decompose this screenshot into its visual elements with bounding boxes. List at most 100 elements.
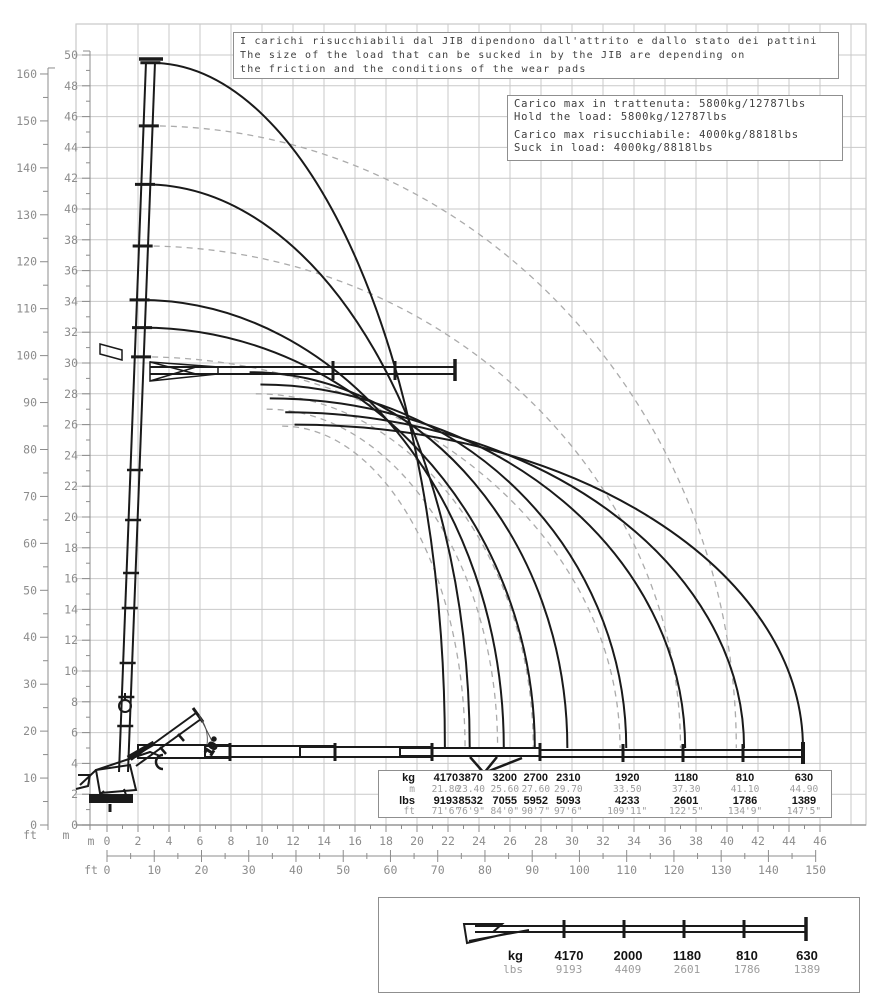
stowed-jib (135, 718, 202, 767)
capacity-lbs-value: 1389 (791, 795, 817, 807)
capacity-kg-value: 3200 (492, 772, 518, 784)
legend-lbs-value: 4409 (614, 963, 642, 976)
tick-label: 150 (16, 114, 37, 128)
load-curve (144, 183, 471, 749)
stowed-jib-root (126, 740, 156, 761)
tick-label: 18 (379, 834, 393, 848)
tick-label: 30 (242, 863, 256, 877)
tick-label: 4 (71, 756, 78, 770)
table-row-header-ft: ft (403, 806, 415, 817)
tick-label: 28 (64, 387, 78, 401)
tick-label: 20 (410, 834, 424, 848)
tick-label: 40 (64, 202, 78, 216)
capacity-ft-value: 84'0" (490, 806, 520, 817)
tick-label: 30 (565, 834, 579, 848)
capacity-lbs-value: 2601 (673, 795, 699, 807)
line (177, 733, 185, 742)
outrigger-pad (89, 794, 133, 803)
tick-label: 130 (711, 863, 732, 877)
capacity-kg-value: 630 (794, 772, 814, 784)
y-axis-ft: 0 10 20 30 40 50 60 70 80 90 100 110 120 130 140 150 160… (16, 67, 55, 842)
capacity-ft-value: 71'6" (431, 806, 461, 817)
load-line: Suck in load: 4000kg/8818lbs (514, 141, 714, 154)
tick-label: 30 (23, 677, 37, 691)
capacity-lbs-value: 8532 (458, 795, 483, 807)
legend-lbs-value: 2601 (673, 963, 701, 976)
x-axis-m-unit: m (88, 834, 95, 848)
capacity-m-value: 33.50 (612, 784, 642, 795)
suck-in-load-curve (142, 245, 682, 749)
jib-friction-note-box: I carichi risucchiabili dal JIB dipendon… (233, 32, 839, 79)
legend-kg-value: 4170 (554, 948, 584, 963)
table-row-header-lbs: lbs (399, 795, 415, 807)
capacity-m-value: 37.30 (671, 784, 701, 795)
capacity-m-value: 21.80 (431, 784, 461, 795)
tick-label: 10 (64, 664, 78, 678)
tick-label: 40 (720, 834, 734, 848)
table-row-header-m: m (409, 784, 415, 795)
load-curve (269, 397, 687, 749)
note-line: the friction and the conditions of the w… (240, 64, 587, 75)
tick-label: 12 (64, 633, 78, 647)
line (159, 746, 167, 755)
y-axis-ft-unit: ft (23, 828, 37, 842)
legend-lbs-value: 9193 (555, 963, 583, 976)
legend-row-header-lbs: lbs (503, 963, 523, 976)
legend-lbs-value: 1786 (733, 963, 761, 976)
capacity-table: kg m lbs ft 4170 21.80 9193 71'6" 3870 23.40 8532 7… (378, 770, 832, 818)
capacity-kg-value: 2310 (556, 772, 581, 784)
capacity-m-value: 29.70 (554, 784, 583, 795)
load-curve (285, 411, 746, 749)
note-line: I carichi risucchiabili dal JIB dipendon… (240, 36, 818, 47)
load-curve (142, 326, 536, 749)
tick-label: 140 (16, 161, 37, 175)
load-curves (139, 61, 804, 749)
tick-label: 26 (64, 418, 78, 432)
tick-label: 110 (616, 863, 637, 877)
capacity-lbs-value: 4233 (615, 795, 640, 807)
tick-label: 44 (782, 834, 796, 848)
y-axis-m: 0246810121416182022242628303234363840424… (63, 48, 91, 842)
tick-label: 20 (23, 724, 37, 738)
legend-kg-value: 810 (736, 948, 758, 963)
tick-label: 100 (569, 863, 590, 877)
legend-lbs-value: 1389 (793, 963, 821, 976)
capacity-kg-value: 810 (735, 772, 755, 784)
x-axis-ft-unit: ft (84, 863, 98, 877)
tick-label: 40 (289, 863, 303, 877)
boom-section (399, 747, 541, 757)
load-curve (249, 371, 569, 749)
tick-label: 50 (23, 583, 37, 597)
load-curve (260, 383, 628, 749)
tick-label: 120 (16, 255, 37, 269)
tick-label: 24 (472, 834, 486, 848)
capacity-m-value: 25.60 (490, 784, 520, 795)
tick-label: 0 (71, 818, 78, 832)
tick-label: 8 (228, 834, 235, 848)
note-line: The size of the load that can be sucked … (240, 50, 746, 61)
legend-kg-value: 2000 (613, 948, 643, 963)
tick-label: 100 (16, 349, 37, 363)
tick-label: 70 (23, 489, 37, 503)
load-line: Carico max in trattenuta: 5800kg/12787lb… (514, 98, 806, 110)
tick-label: 26 (503, 834, 517, 848)
tick-label: 24 (64, 448, 78, 462)
capacity-ft-value: 134'9" (727, 806, 763, 817)
tick-label: 48 (64, 79, 78, 93)
tick-label: 22 (64, 479, 78, 493)
suck-in-load-curve (255, 393, 534, 749)
tick-label: 34 (627, 834, 641, 848)
mast-stub (99, 343, 123, 361)
tick-label: 20 (195, 863, 209, 877)
tick-label: 90 (525, 863, 539, 877)
legend-kg-value: 630 (796, 948, 818, 963)
suck-in-load-curve (266, 408, 499, 749)
tick-label: 150 (805, 863, 826, 877)
tick-label: 80 (23, 442, 37, 456)
tick-label: 110 (16, 302, 37, 316)
tick-label: 2 (71, 787, 78, 801)
tick-label: 36 (658, 834, 672, 848)
legend-kg-value: 1180 (672, 948, 702, 963)
tick-label: 38 (689, 834, 703, 848)
